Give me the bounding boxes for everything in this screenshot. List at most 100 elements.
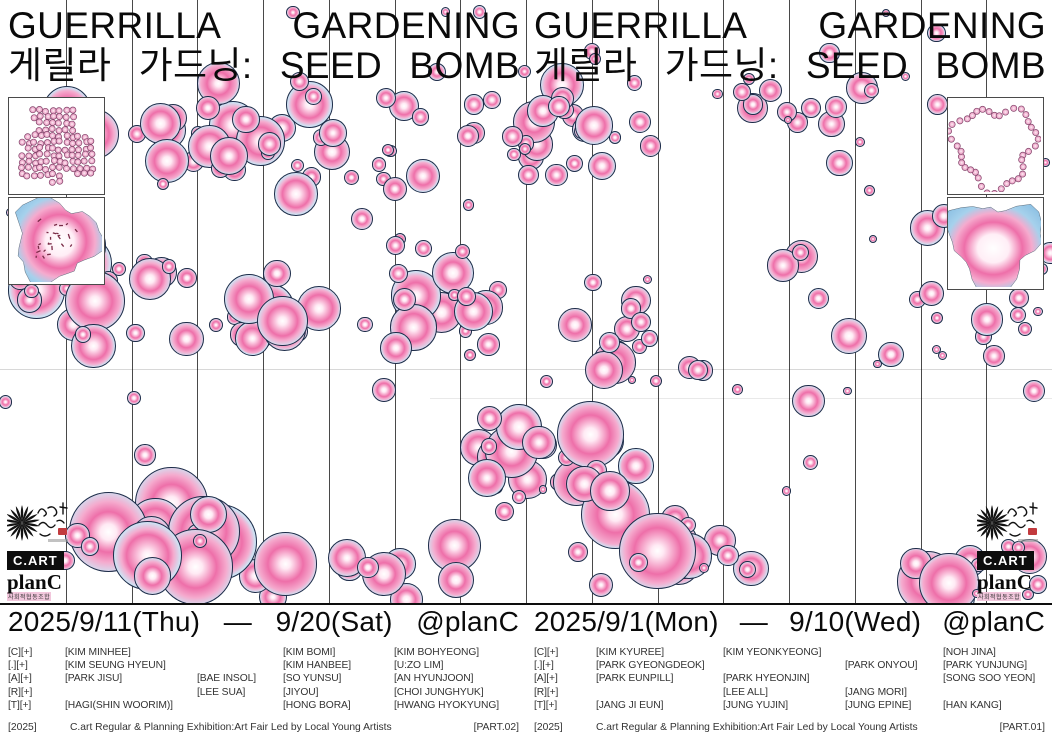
map-panel-density bbox=[944, 197, 1044, 293]
credit-artist-name: [JIYOU] bbox=[283, 686, 319, 698]
seed-bomb-bubble bbox=[411, 108, 430, 126]
credit-artist-name: [JANG JI EUN] bbox=[596, 699, 664, 711]
seed-bomb-bubble bbox=[557, 401, 624, 468]
dandelion-calligraphy-logo-icon bbox=[974, 502, 1045, 549]
credit-artist-name: [HAGI(SHIN WOORIM)] bbox=[65, 699, 173, 711]
grid-line bbox=[131, 0, 133, 603]
credit-role-label: [C][+] bbox=[8, 647, 33, 658]
map-panel-density-speckled bbox=[8, 196, 105, 287]
horizontal-guide-line bbox=[0, 369, 1052, 370]
credit-role-label: [R][+] bbox=[8, 686, 33, 698]
seed-bomb-bubble bbox=[382, 143, 395, 156]
credit-artist-name: [PARK EUNPILL] bbox=[596, 673, 674, 685]
seed-bomb-bubble bbox=[717, 544, 739, 567]
seed-bomb-bubble bbox=[588, 53, 601, 66]
credit-artist-name: [KIM BOMI] bbox=[283, 647, 336, 658]
credit-artist-name: [JUNG EPINE] bbox=[845, 699, 912, 711]
seed-bomb-bubble bbox=[253, 532, 317, 596]
exhibition-dates-part02: 2025/9/11(Thu) — 9/20(Sat) @planC bbox=[8, 606, 519, 637]
seed-bomb-bubble bbox=[819, 42, 841, 64]
seed-bomb-bubble bbox=[343, 169, 359, 186]
seed-bomb-bubble bbox=[393, 287, 417, 312]
seed-bomb-bubble bbox=[80, 537, 100, 556]
seed-bomb-bubble bbox=[427, 62, 447, 81]
seed-bomb-bubble bbox=[642, 274, 653, 285]
seed-bomb-bubble bbox=[627, 376, 636, 385]
seed-bomb-bubble bbox=[457, 124, 480, 147]
seed-bomb-bubble bbox=[511, 489, 527, 505]
footer-part-label: [PART.01] bbox=[999, 722, 1045, 733]
credit-artist-name: [PARK ONYOU] bbox=[845, 660, 918, 672]
seed-bomb-bubble bbox=[868, 235, 877, 244]
seed-bomb-bubble bbox=[169, 321, 205, 357]
seed-bomb-bubble bbox=[585, 350, 624, 389]
seed-bomb-bubble bbox=[863, 83, 879, 99]
info-area: 2025/9/11(Thu) — 9/20(Sat) @planC [C][+]… bbox=[0, 605, 1052, 744]
seed-bomb-bubble bbox=[273, 171, 318, 216]
seed-bomb-bubble bbox=[1018, 321, 1033, 336]
seed-bomb-bubble bbox=[192, 533, 207, 548]
seed-bomb-bubble bbox=[257, 132, 281, 156]
credit-artist-name: [PARK GYEONGDEOK] bbox=[596, 660, 705, 672]
seed-bomb-bubble bbox=[584, 273, 602, 292]
planc-logo-subtext: 사회적협동조합 bbox=[977, 592, 1022, 601]
seed-bomb-bubble bbox=[480, 438, 498, 455]
seed-bomb-bubble bbox=[454, 243, 471, 260]
poster-title-right: GUERRILLA GARDENING 게릴라 가드닝: SEED BOMB bbox=[534, 6, 1046, 86]
seed-bomb-bubble bbox=[639, 135, 662, 158]
info-half-part02: 2025/9/11(Thu) — 9/20(Sat) @planC [C][+]… bbox=[0, 605, 526, 744]
credit-role-label: [R][+] bbox=[534, 686, 559, 698]
seed-bomb-bubble bbox=[518, 143, 531, 156]
seed-bomb-bubble bbox=[462, 198, 475, 211]
seed-bomb-bubble bbox=[545, 163, 568, 187]
cart-logo: C.ART bbox=[977, 551, 1034, 570]
seed-bomb-bubble bbox=[538, 485, 548, 494]
credit-artist-name: [PARK HYEONJIN] bbox=[723, 673, 810, 685]
seed-bomb-bubble bbox=[522, 425, 556, 460]
seed-bomb-bubble bbox=[732, 83, 751, 102]
seed-bomb-bubble bbox=[732, 384, 743, 396]
seed-bomb-bubble bbox=[380, 332, 412, 364]
credit-role-label: [.][+] bbox=[8, 660, 28, 672]
seed-bomb-bubble bbox=[567, 542, 588, 563]
seed-bomb-bubble bbox=[641, 330, 658, 347]
credit-artist-name: [LEE SUA] bbox=[197, 686, 246, 698]
seed-bomb-bubble bbox=[873, 359, 882, 369]
footer-part02: [2025] C.art Regular & Planning Exhibiti… bbox=[8, 722, 519, 733]
seed-bomb-bubble bbox=[112, 262, 127, 277]
seed-bomb-bubble bbox=[406, 159, 441, 194]
seed-bomb-bubble bbox=[223, 273, 275, 325]
credit-role-label: [.][+] bbox=[534, 660, 554, 672]
seed-bomb-bubble bbox=[855, 137, 866, 148]
footer-text: C.art Regular & Planning Exhibition:Art … bbox=[70, 722, 392, 733]
seed-bomb-bubble bbox=[687, 360, 709, 381]
seed-bomb-bubble bbox=[742, 72, 756, 86]
seed-bomb-bubble bbox=[144, 138, 189, 183]
seed-bomb-bubble bbox=[126, 324, 145, 343]
credit-artist-name: [LEE ALL] bbox=[723, 686, 768, 698]
seed-bomb-bubble bbox=[0, 394, 13, 409]
grid-line bbox=[854, 0, 856, 603]
seed-bomb-bubble bbox=[1022, 379, 1046, 403]
credit-artist-name: [KIM BOHYEONG] bbox=[394, 647, 479, 658]
horizontal-guide-line bbox=[430, 398, 1052, 399]
seed-bomb-bubble bbox=[926, 94, 948, 115]
seed-bomb-bubble bbox=[628, 111, 651, 134]
seed-bomb-bubble bbox=[574, 106, 614, 145]
credits-part02: [C][+] [KIM MINHEE] [KIM BOMI] [KIM BOHYEON… bbox=[8, 647, 520, 713]
seed-bomb-bubble bbox=[982, 345, 1005, 367]
seed-bomb-bubble bbox=[590, 471, 630, 511]
title-line-kr: 게릴라 가드닝: SEED BOMB bbox=[8, 45, 520, 86]
seed-bomb-bubble bbox=[385, 236, 406, 256]
title-line-en: GUERRILLA GARDENING bbox=[534, 5, 1046, 46]
seed-bomb-bubble bbox=[477, 333, 500, 356]
title-line-kr: 게릴라 가드닝: SEED BOMB bbox=[534, 45, 1046, 86]
seed-bomb-bubble bbox=[1033, 306, 1044, 317]
credit-artist-name: [SONG SOO YEON] bbox=[943, 673, 1036, 685]
planc-logo-subtext: 사회적협동조합 bbox=[7, 592, 52, 601]
credit-artist-name: [KIM KYUREE] bbox=[596, 647, 665, 658]
grid-line bbox=[197, 0, 199, 603]
seed-bomb-bubble bbox=[802, 454, 819, 471]
seed-bomb-bubble bbox=[792, 385, 825, 418]
seed-bomb-bubble bbox=[587, 152, 616, 181]
